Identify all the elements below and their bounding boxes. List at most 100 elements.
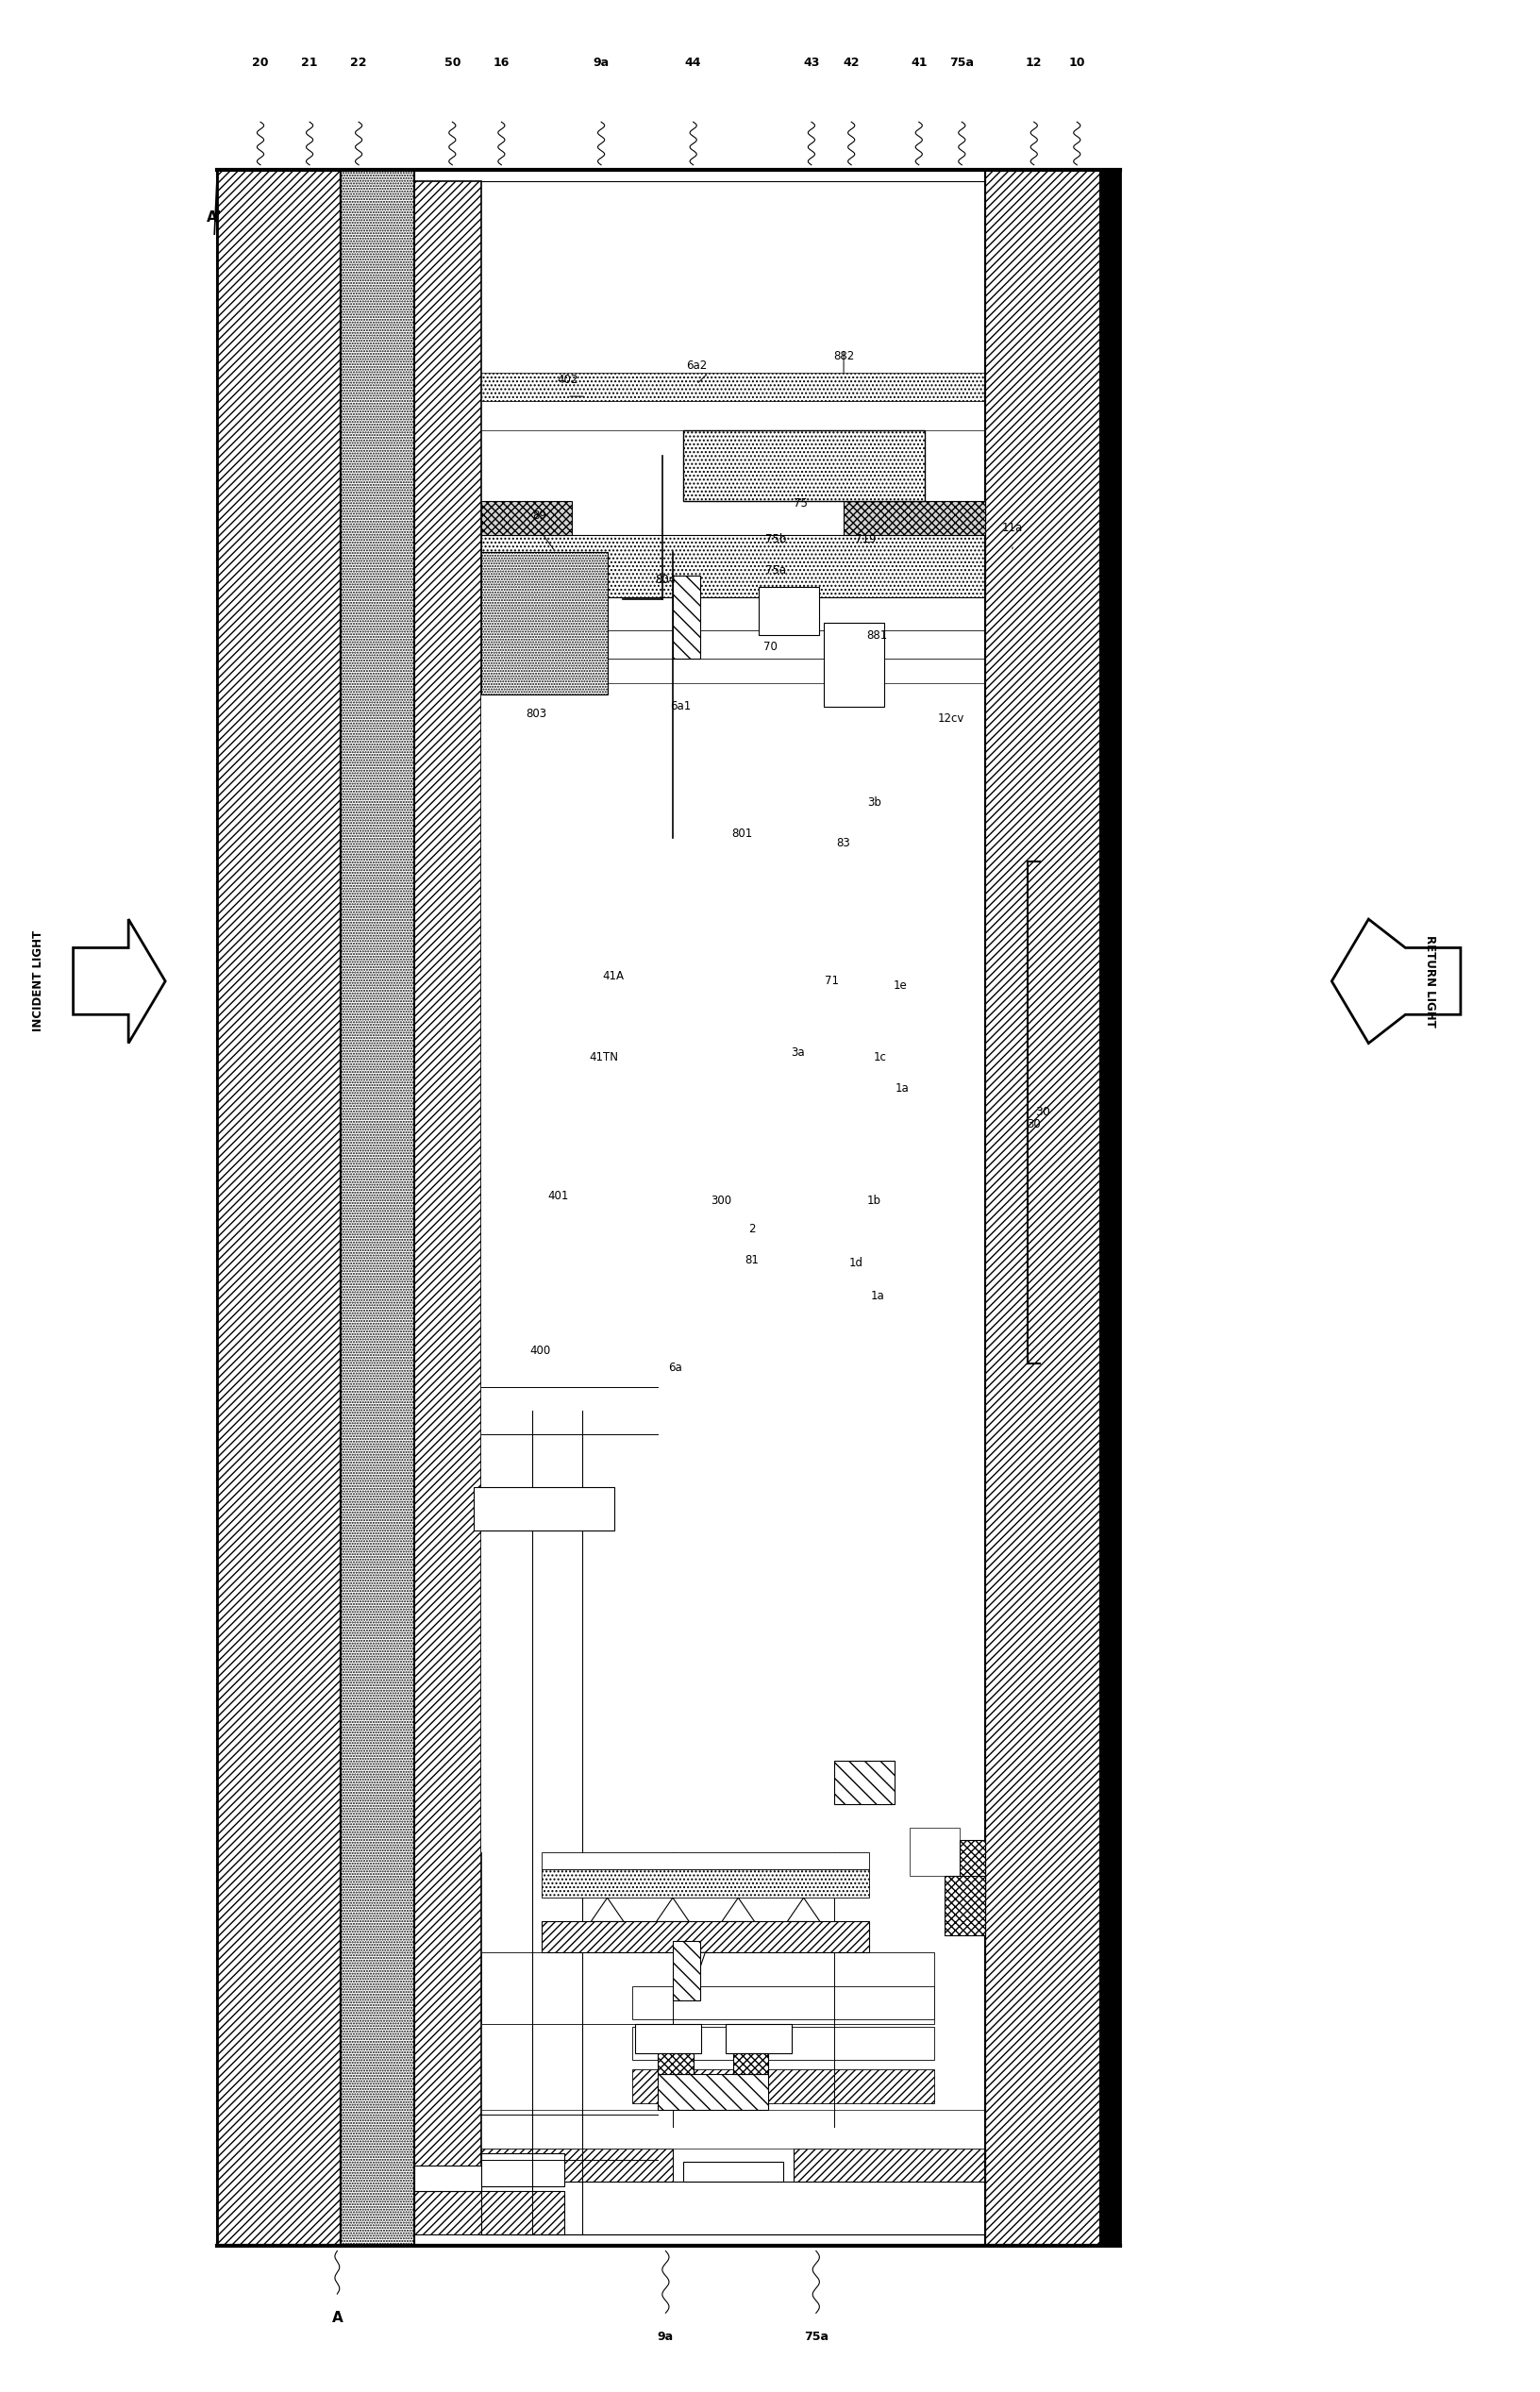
Text: 12: 12 xyxy=(1026,55,1043,69)
Text: 1a: 1a xyxy=(870,1289,884,1301)
Text: A: A xyxy=(331,2311,343,2325)
Text: 30: 30 xyxy=(1027,1119,1041,1131)
Bar xyxy=(482,402,986,431)
Bar xyxy=(658,2052,693,2074)
Text: 3a: 3a xyxy=(790,1048,804,1060)
Bar xyxy=(482,598,986,631)
Bar xyxy=(217,170,340,2246)
Bar xyxy=(986,170,1100,2246)
Bar xyxy=(474,1488,614,1531)
Polygon shape xyxy=(1332,919,1460,1043)
Text: 803: 803 xyxy=(527,708,547,720)
Bar xyxy=(340,170,414,2246)
Text: INCIDENT LIGHT: INCIDENT LIGHT xyxy=(32,930,45,1031)
Bar xyxy=(482,2182,986,2234)
Bar xyxy=(959,1839,986,1899)
Text: 75b: 75b xyxy=(765,533,787,545)
Text: 20: 20 xyxy=(253,55,268,69)
Text: 41TN: 41TN xyxy=(590,1052,619,1064)
Bar xyxy=(482,1952,935,2024)
Bar xyxy=(824,624,884,706)
Text: 801: 801 xyxy=(731,828,753,840)
Text: 882: 882 xyxy=(833,349,855,361)
Bar xyxy=(414,2165,482,2191)
Bar xyxy=(944,1875,986,1935)
Text: 81: 81 xyxy=(744,1253,759,1268)
Text: 42: 42 xyxy=(842,55,859,69)
Text: 44: 44 xyxy=(685,55,702,69)
Bar xyxy=(482,373,986,402)
Bar xyxy=(793,2148,986,2182)
Text: 75: 75 xyxy=(793,498,807,509)
Bar xyxy=(482,2148,673,2182)
Text: 719: 719 xyxy=(855,533,876,545)
Text: 71: 71 xyxy=(824,976,838,988)
Text: 300: 300 xyxy=(710,1194,732,1208)
Bar xyxy=(673,1940,701,2000)
Polygon shape xyxy=(722,1897,755,1921)
Bar xyxy=(833,1761,895,1804)
Text: 9a: 9a xyxy=(593,55,610,69)
Text: 41: 41 xyxy=(910,55,927,69)
Bar xyxy=(482,682,986,1851)
Bar xyxy=(542,1868,869,1897)
Bar xyxy=(758,588,819,636)
Bar xyxy=(542,1921,869,1952)
Text: 75a: 75a xyxy=(804,2330,829,2344)
Text: 30: 30 xyxy=(1036,1107,1050,1119)
Text: 43: 43 xyxy=(804,55,819,69)
Text: 1b: 1b xyxy=(867,1194,881,1208)
Bar xyxy=(414,182,482,2234)
Text: 50: 50 xyxy=(444,55,460,69)
Bar xyxy=(844,502,986,536)
Text: 1d: 1d xyxy=(849,1256,862,1270)
Bar xyxy=(633,2069,935,2103)
Bar xyxy=(725,2024,792,2052)
Bar xyxy=(482,2110,986,2148)
Polygon shape xyxy=(656,1897,688,1921)
Bar xyxy=(658,2074,768,2110)
Bar xyxy=(414,2191,482,2234)
Polygon shape xyxy=(787,1897,819,1921)
Text: 1a: 1a xyxy=(895,1084,909,1096)
Text: 6a2: 6a2 xyxy=(685,359,707,371)
Text: 2: 2 xyxy=(748,1222,755,1237)
Text: 804: 804 xyxy=(654,574,676,586)
Text: 16: 16 xyxy=(493,55,510,69)
Bar xyxy=(633,2026,935,2060)
Text: 89: 89 xyxy=(533,509,547,521)
Polygon shape xyxy=(681,1952,705,1988)
Bar xyxy=(682,2162,784,2182)
Bar xyxy=(482,2153,565,2186)
Text: 881: 881 xyxy=(867,629,889,641)
Text: 3b: 3b xyxy=(867,797,881,808)
Bar xyxy=(482,502,571,536)
Text: 70: 70 xyxy=(762,641,778,653)
Bar xyxy=(542,1851,869,1868)
Text: 75a: 75a xyxy=(765,565,787,576)
Bar xyxy=(909,1827,959,1875)
Text: 10: 10 xyxy=(1069,55,1086,69)
Bar xyxy=(633,1985,935,2019)
Bar xyxy=(482,2191,565,2234)
Text: 12cv: 12cv xyxy=(938,713,964,725)
Text: 6a1: 6a1 xyxy=(670,701,691,713)
Text: 41A: 41A xyxy=(602,971,624,983)
Text: 400: 400 xyxy=(530,1344,550,1356)
Text: 75a: 75a xyxy=(950,55,975,69)
Bar xyxy=(482,536,986,598)
Text: RETURN LIGHT: RETURN LIGHT xyxy=(1424,935,1437,1026)
Bar xyxy=(482,553,607,694)
Text: 6a: 6a xyxy=(668,1361,682,1373)
Bar xyxy=(673,576,701,658)
Text: 83: 83 xyxy=(836,837,850,849)
Text: 1c: 1c xyxy=(875,1052,887,1064)
Polygon shape xyxy=(591,1897,624,1921)
Polygon shape xyxy=(74,919,165,1043)
Bar xyxy=(682,431,924,502)
Text: 21: 21 xyxy=(302,55,317,69)
Text: A': A' xyxy=(206,210,222,225)
Bar xyxy=(733,2052,768,2074)
Text: 22: 22 xyxy=(351,55,367,69)
Bar xyxy=(634,2024,701,2052)
